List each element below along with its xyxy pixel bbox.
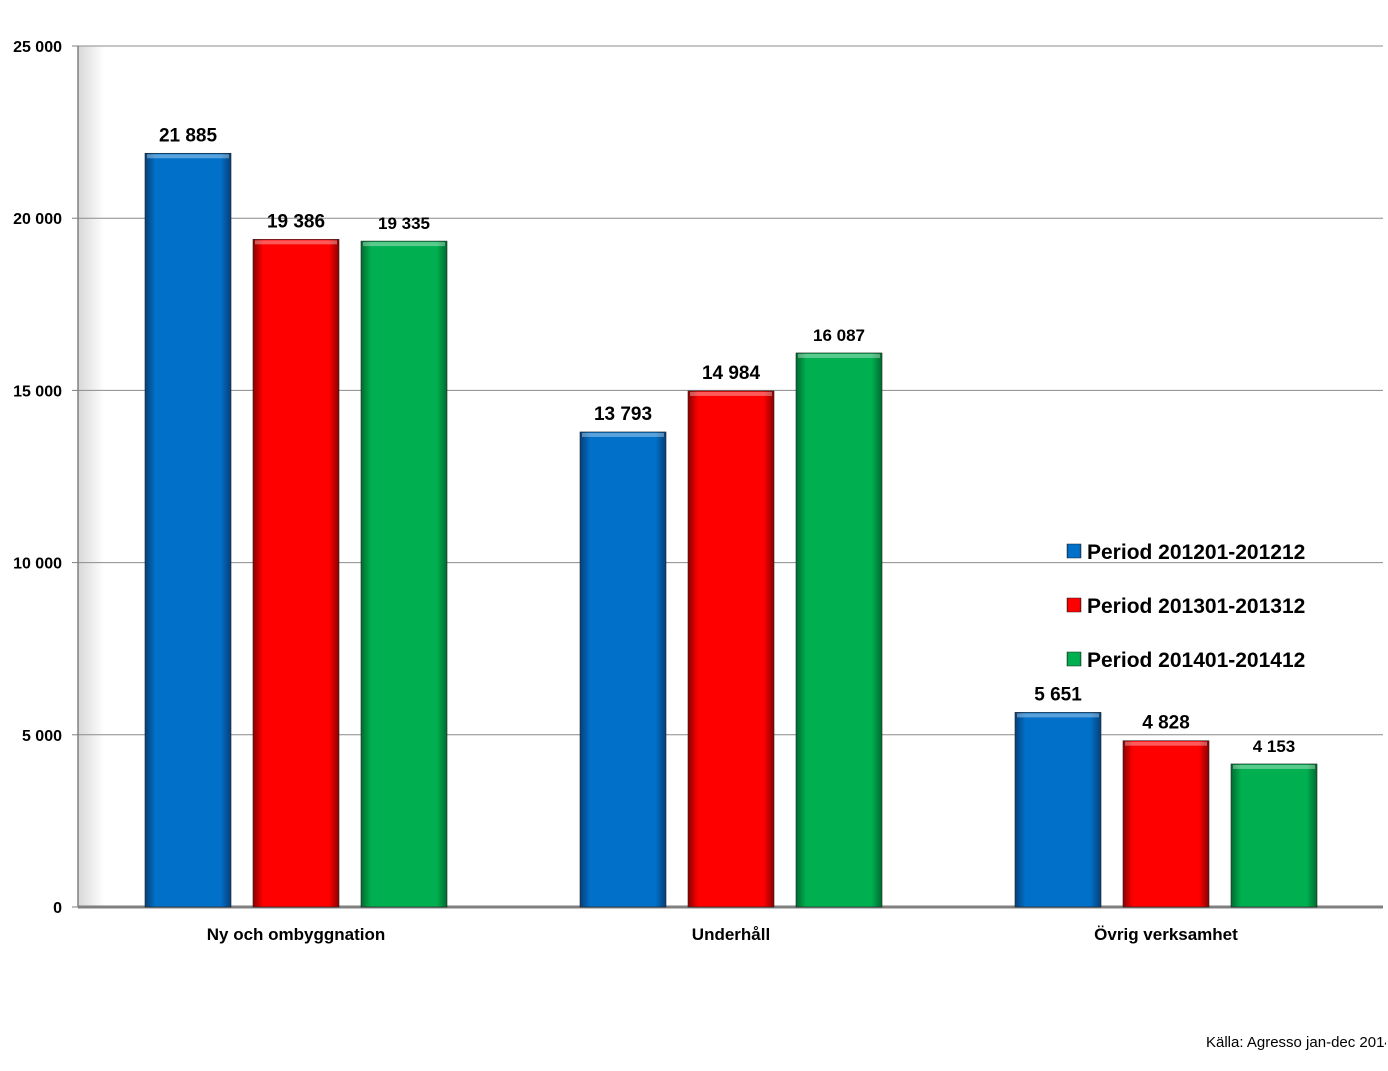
bar [795,352,883,908]
y-tick-label: 20 000 [13,211,62,228]
data-label: 4 153 [1253,737,1296,756]
data-label: 16 087 [813,326,865,345]
legend-swatch [1066,651,1082,667]
legend-label: Period 201301-201312 [1087,595,1305,618]
y-tick-label: 0 [53,900,62,917]
data-label: 21 885 [159,125,218,146]
bar [1230,763,1318,908]
legend: Period 201201-201212 Period 201301-201312… [1066,541,1305,672]
y-tick-label: 15 000 [13,383,62,400]
bar-highlight [147,154,229,159]
bar-highlight [798,353,880,358]
y-tick-label: 5 000 [22,728,62,745]
bar-highlight [1017,713,1099,718]
bar [144,152,232,908]
data-labels: 21 885 19 386 19 335 13 793 14 984 16 087 5 65… [159,125,1295,756]
bar-highlight [1125,741,1207,746]
data-label: 19 386 [267,211,325,232]
data-label: 19 335 [378,214,430,233]
y-tick-label: 10 000 [13,556,62,573]
bar [1014,712,1102,908]
legend-swatch [1066,543,1082,559]
bar [252,239,340,908]
data-label: 4 828 [1142,713,1190,734]
bar-highlight [582,432,664,437]
bar [1122,740,1210,908]
x-tick-label: Ny och ombyggnation [207,925,386,944]
bar-highlight [1233,764,1315,769]
legend-label: Period 201201-201212 [1087,541,1305,564]
bar [360,240,448,908]
data-label: 13 793 [594,404,652,425]
data-label: 14 984 [702,363,761,384]
legend-swatch [1066,597,1082,613]
x-tick-label: Underhåll [692,925,770,944]
bar-highlight [255,240,337,245]
bar [687,390,775,908]
bar [579,431,667,908]
bar-highlight [690,391,772,396]
x-tick-label: Övrig verksamhet [1094,925,1238,944]
data-label: 5 651 [1034,684,1082,705]
bars [144,152,1318,908]
y-tick-label: 25 000 [13,39,62,56]
source-note: Källa: Agresso jan-dec 2014 [1206,1034,1386,1051]
legend-label: Period 201401-201412 [1087,649,1305,672]
bar-highlight [363,242,445,247]
